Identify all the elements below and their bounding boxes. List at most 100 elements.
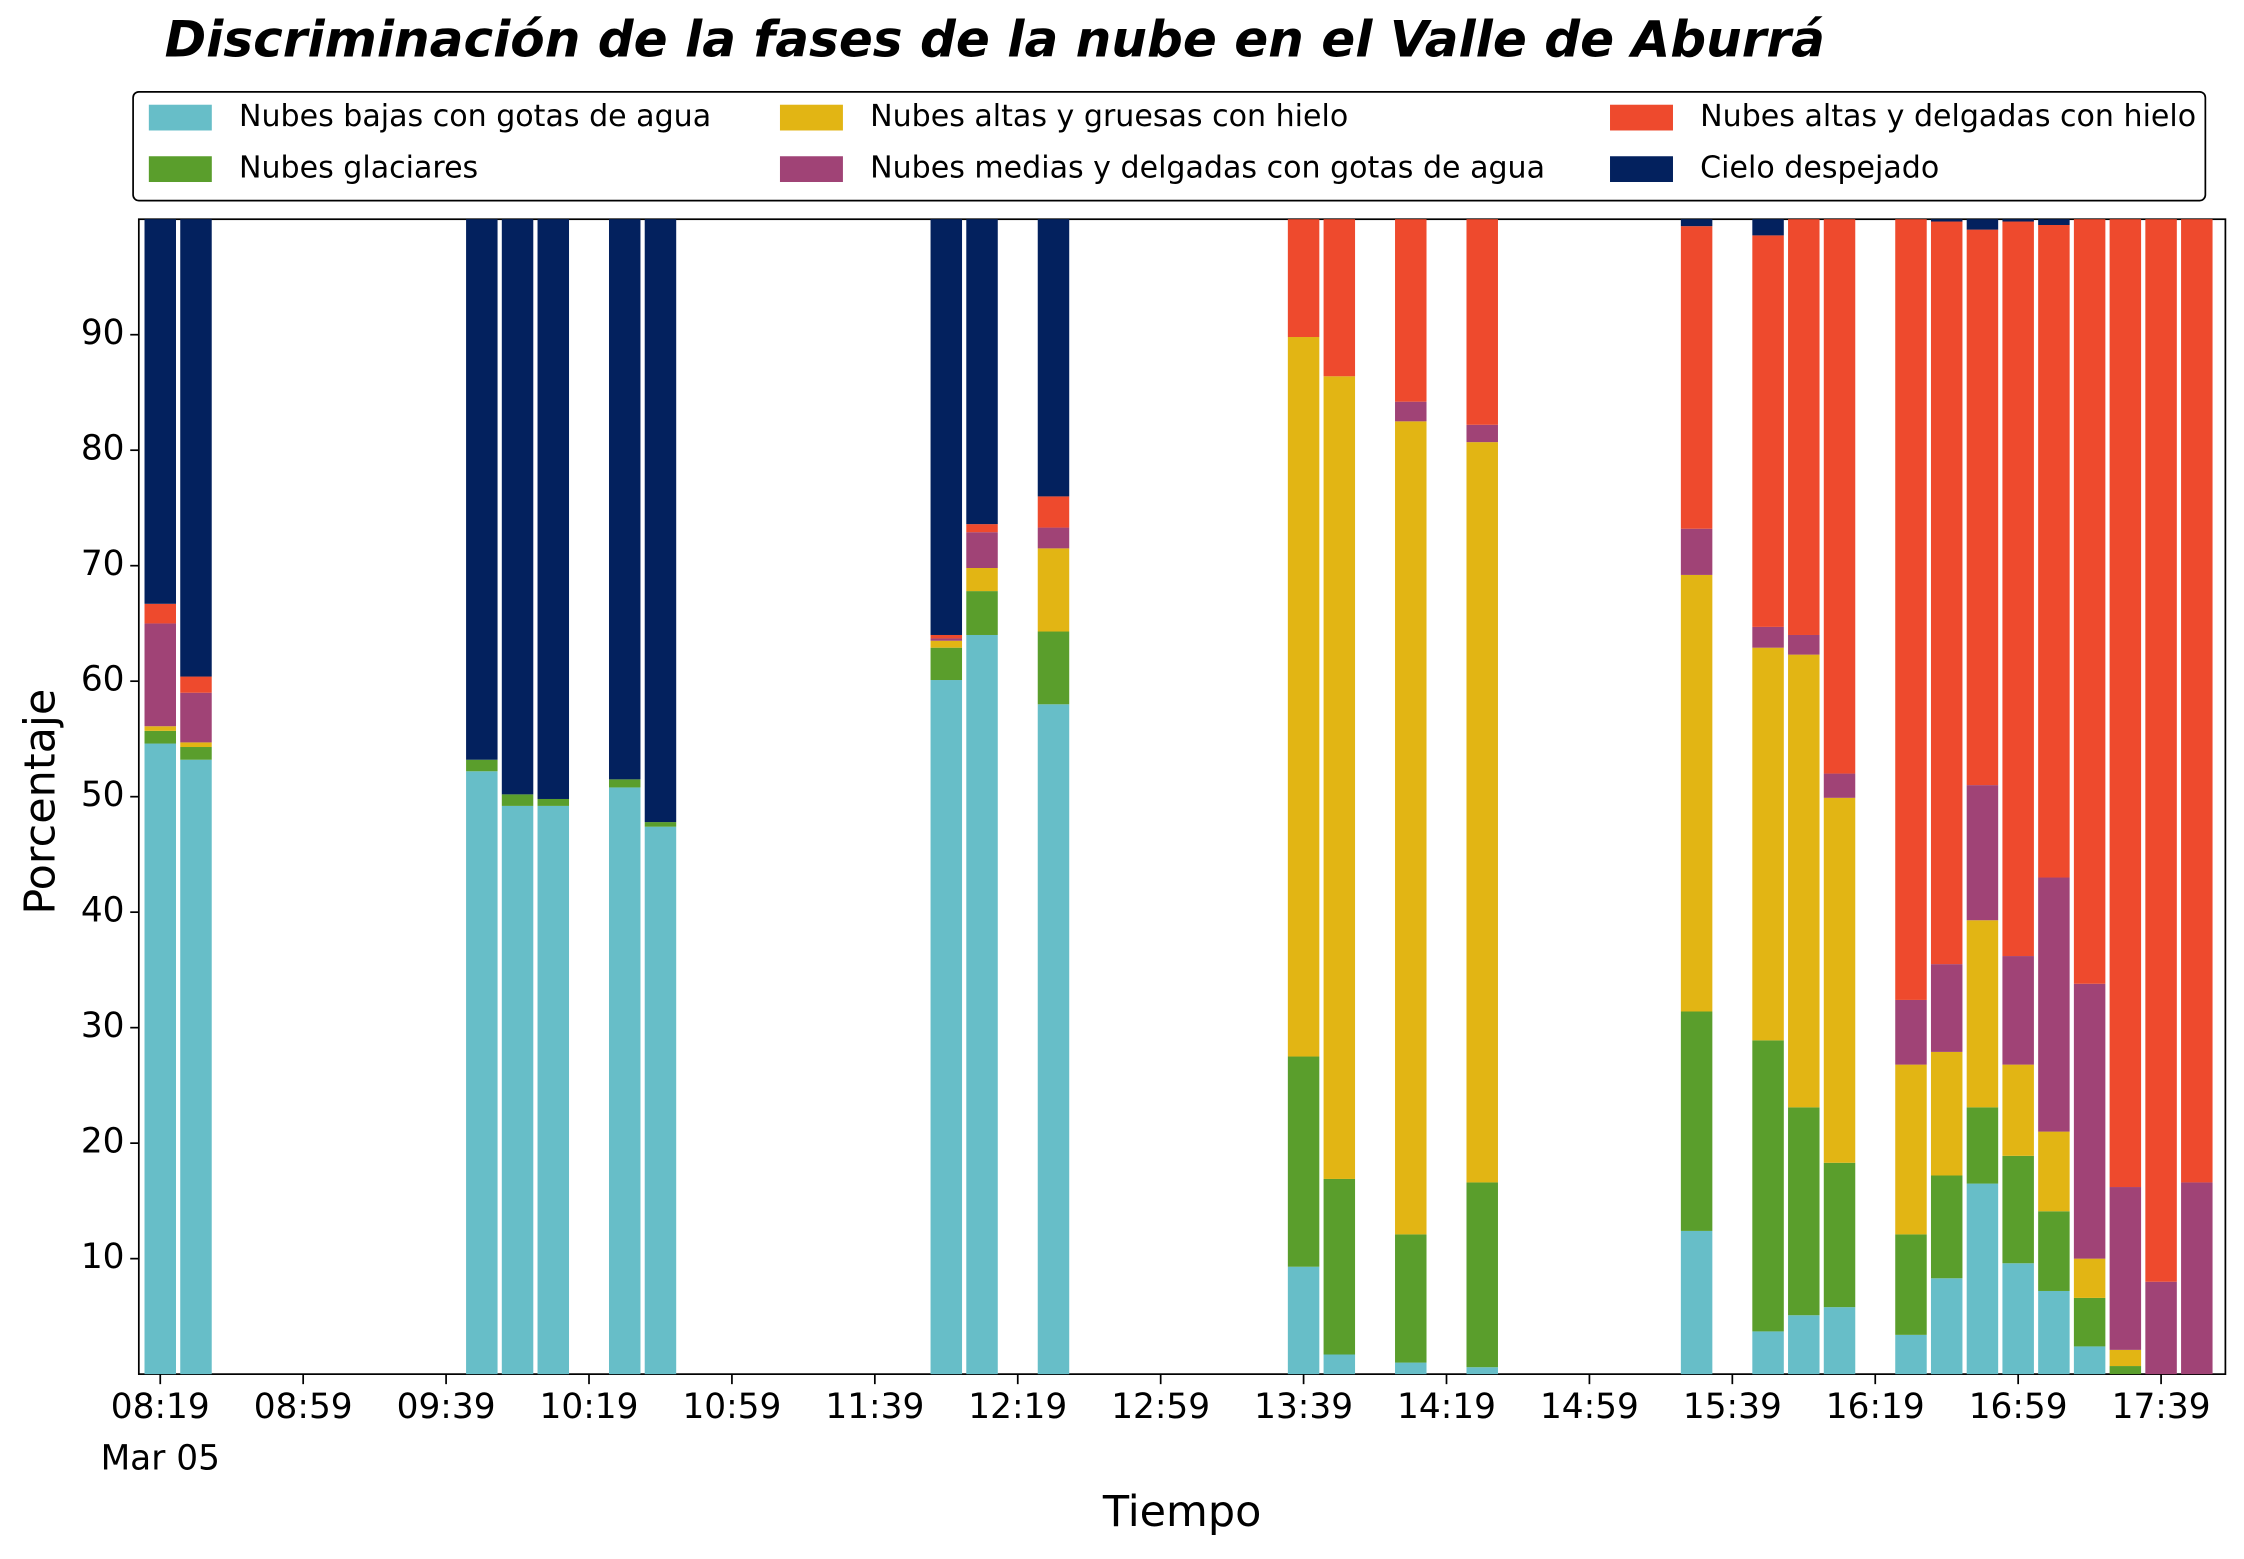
bar-segment [1395, 1362, 1427, 1375]
bar-segment [2002, 1064, 2034, 1156]
bar-segment [1895, 219, 1927, 1000]
bar-segment [144, 623, 176, 727]
chart-title: Discriminación de la fases de la nube en… [165, 11, 1825, 69]
bar-segment [144, 726, 176, 731]
bar-segment [1323, 1178, 1356, 1355]
bar-segment [537, 219, 570, 799]
bar-segment [1823, 1307, 1856, 1375]
bar-segment [930, 640, 963, 648]
bar-segment [930, 680, 963, 1375]
bar-segment [2002, 956, 2034, 1065]
bar-segment [1930, 964, 1963, 1052]
bar-segment [2073, 1346, 2106, 1375]
bar-segment [2038, 224, 2070, 878]
legend-swatch [779, 104, 843, 131]
bar-segment [501, 794, 534, 806]
bar-segment [1752, 1040, 1784, 1332]
bar-segment [1680, 574, 1713, 1012]
bar-segment [2181, 1182, 2213, 1375]
bar-segment [966, 524, 998, 533]
y-tick-label: 70 [81, 544, 125, 584]
bar-segment [180, 759, 212, 1375]
legend-label: Nubes altas y gruesas con hielo [870, 99, 1348, 134]
bar-segment [1395, 401, 1427, 422]
bar-segment [2109, 1349, 2142, 1367]
bar-segment [2109, 1187, 2142, 1350]
bar-segment [1930, 1278, 1963, 1375]
x-tick-label: 11:39 [825, 1387, 924, 1427]
bar-segment [1323, 376, 1356, 1179]
legend-swatch [779, 156, 843, 183]
bar-segment [966, 634, 998, 1375]
bar-segment [2002, 219, 2034, 222]
bar-segment [144, 743, 176, 1375]
bar-segment [644, 822, 677, 827]
bar-segment [1680, 1011, 1713, 1231]
bar-segment [1037, 219, 1070, 497]
bar-segment [1323, 219, 1356, 377]
bar-segment [2038, 1211, 2070, 1291]
bar-segment [2181, 219, 2213, 1183]
bar-segment [1752, 647, 1784, 1041]
legend-box [132, 90, 2207, 202]
bar-segment [2073, 1258, 2106, 1298]
legend-label: Nubes bajas con gotas de agua [239, 99, 711, 134]
bar-segment [1895, 999, 1927, 1065]
y-tick-label: 30 [81, 1006, 125, 1046]
y-tick-label: 60 [81, 660, 125, 700]
bar-segment [2038, 1131, 2070, 1212]
bar-segment [2002, 1263, 2034, 1375]
bar-segment [2002, 1155, 2034, 1264]
bar-segment [1788, 654, 1820, 1108]
x-axis-label: Tiempo [1102, 1487, 1262, 1537]
bar-segment [1930, 221, 1963, 965]
bar-segment [1966, 229, 1999, 786]
bar-segment [1395, 219, 1427, 402]
bar-segment [2145, 219, 2177, 1282]
bar-segment [1930, 1051, 1963, 1176]
bar-segment [1788, 634, 1820, 655]
x-tick-label: 10:59 [682, 1387, 781, 1427]
bar-segment [180, 747, 212, 760]
bar-segment [1287, 219, 1320, 338]
bar-segment [1752, 235, 1784, 627]
bar-segment [144, 219, 176, 604]
bar-segment [2073, 983, 2106, 1259]
bar-segment [1966, 1107, 1999, 1184]
bar-segment [501, 805, 534, 1375]
bar-segment [1287, 1056, 1320, 1267]
x-tick-label: 09:39 [397, 1387, 496, 1427]
bar-segment [1680, 226, 1713, 529]
x-tick-label: 15:39 [1683, 1387, 1782, 1427]
bar-segment [466, 219, 498, 760]
bar-segment [1752, 626, 1784, 648]
bar-segment [2073, 219, 2106, 984]
bar-segment [466, 771, 498, 1375]
legend-label: Nubes altas y delgadas con hielo [1700, 99, 2196, 134]
bar-segment [966, 568, 998, 592]
bar-segment [180, 676, 212, 693]
bar-segment [180, 219, 212, 677]
bar-segment [2109, 219, 2142, 1188]
bar-segment [144, 603, 176, 624]
x-tick-label: 10:19 [540, 1387, 639, 1427]
legend-label: Nubes medias y delgadas con gotas de agu… [870, 151, 1545, 186]
bar-segment [1037, 548, 1070, 632]
bar-segment [1752, 1331, 1784, 1375]
bar-segment [1966, 920, 1999, 1108]
bar-segment [1930, 219, 1963, 222]
bar-segment [1895, 1334, 1927, 1375]
y-tick-label: 90 [81, 313, 125, 353]
bar-segment [1788, 1107, 1820, 1316]
bar-segment [1466, 1367, 1498, 1375]
legend-swatch [148, 156, 212, 183]
legend-label: Cielo despejado [1700, 151, 1939, 186]
bar-segment [1895, 1064, 1927, 1235]
bar-segment [1823, 773, 1856, 798]
bar-segment [644, 219, 677, 823]
bar-segment [1037, 496, 1070, 528]
bar-segment [1930, 1175, 1963, 1279]
bar-segment [1788, 1315, 1820, 1375]
bar-segment [537, 805, 570, 1375]
